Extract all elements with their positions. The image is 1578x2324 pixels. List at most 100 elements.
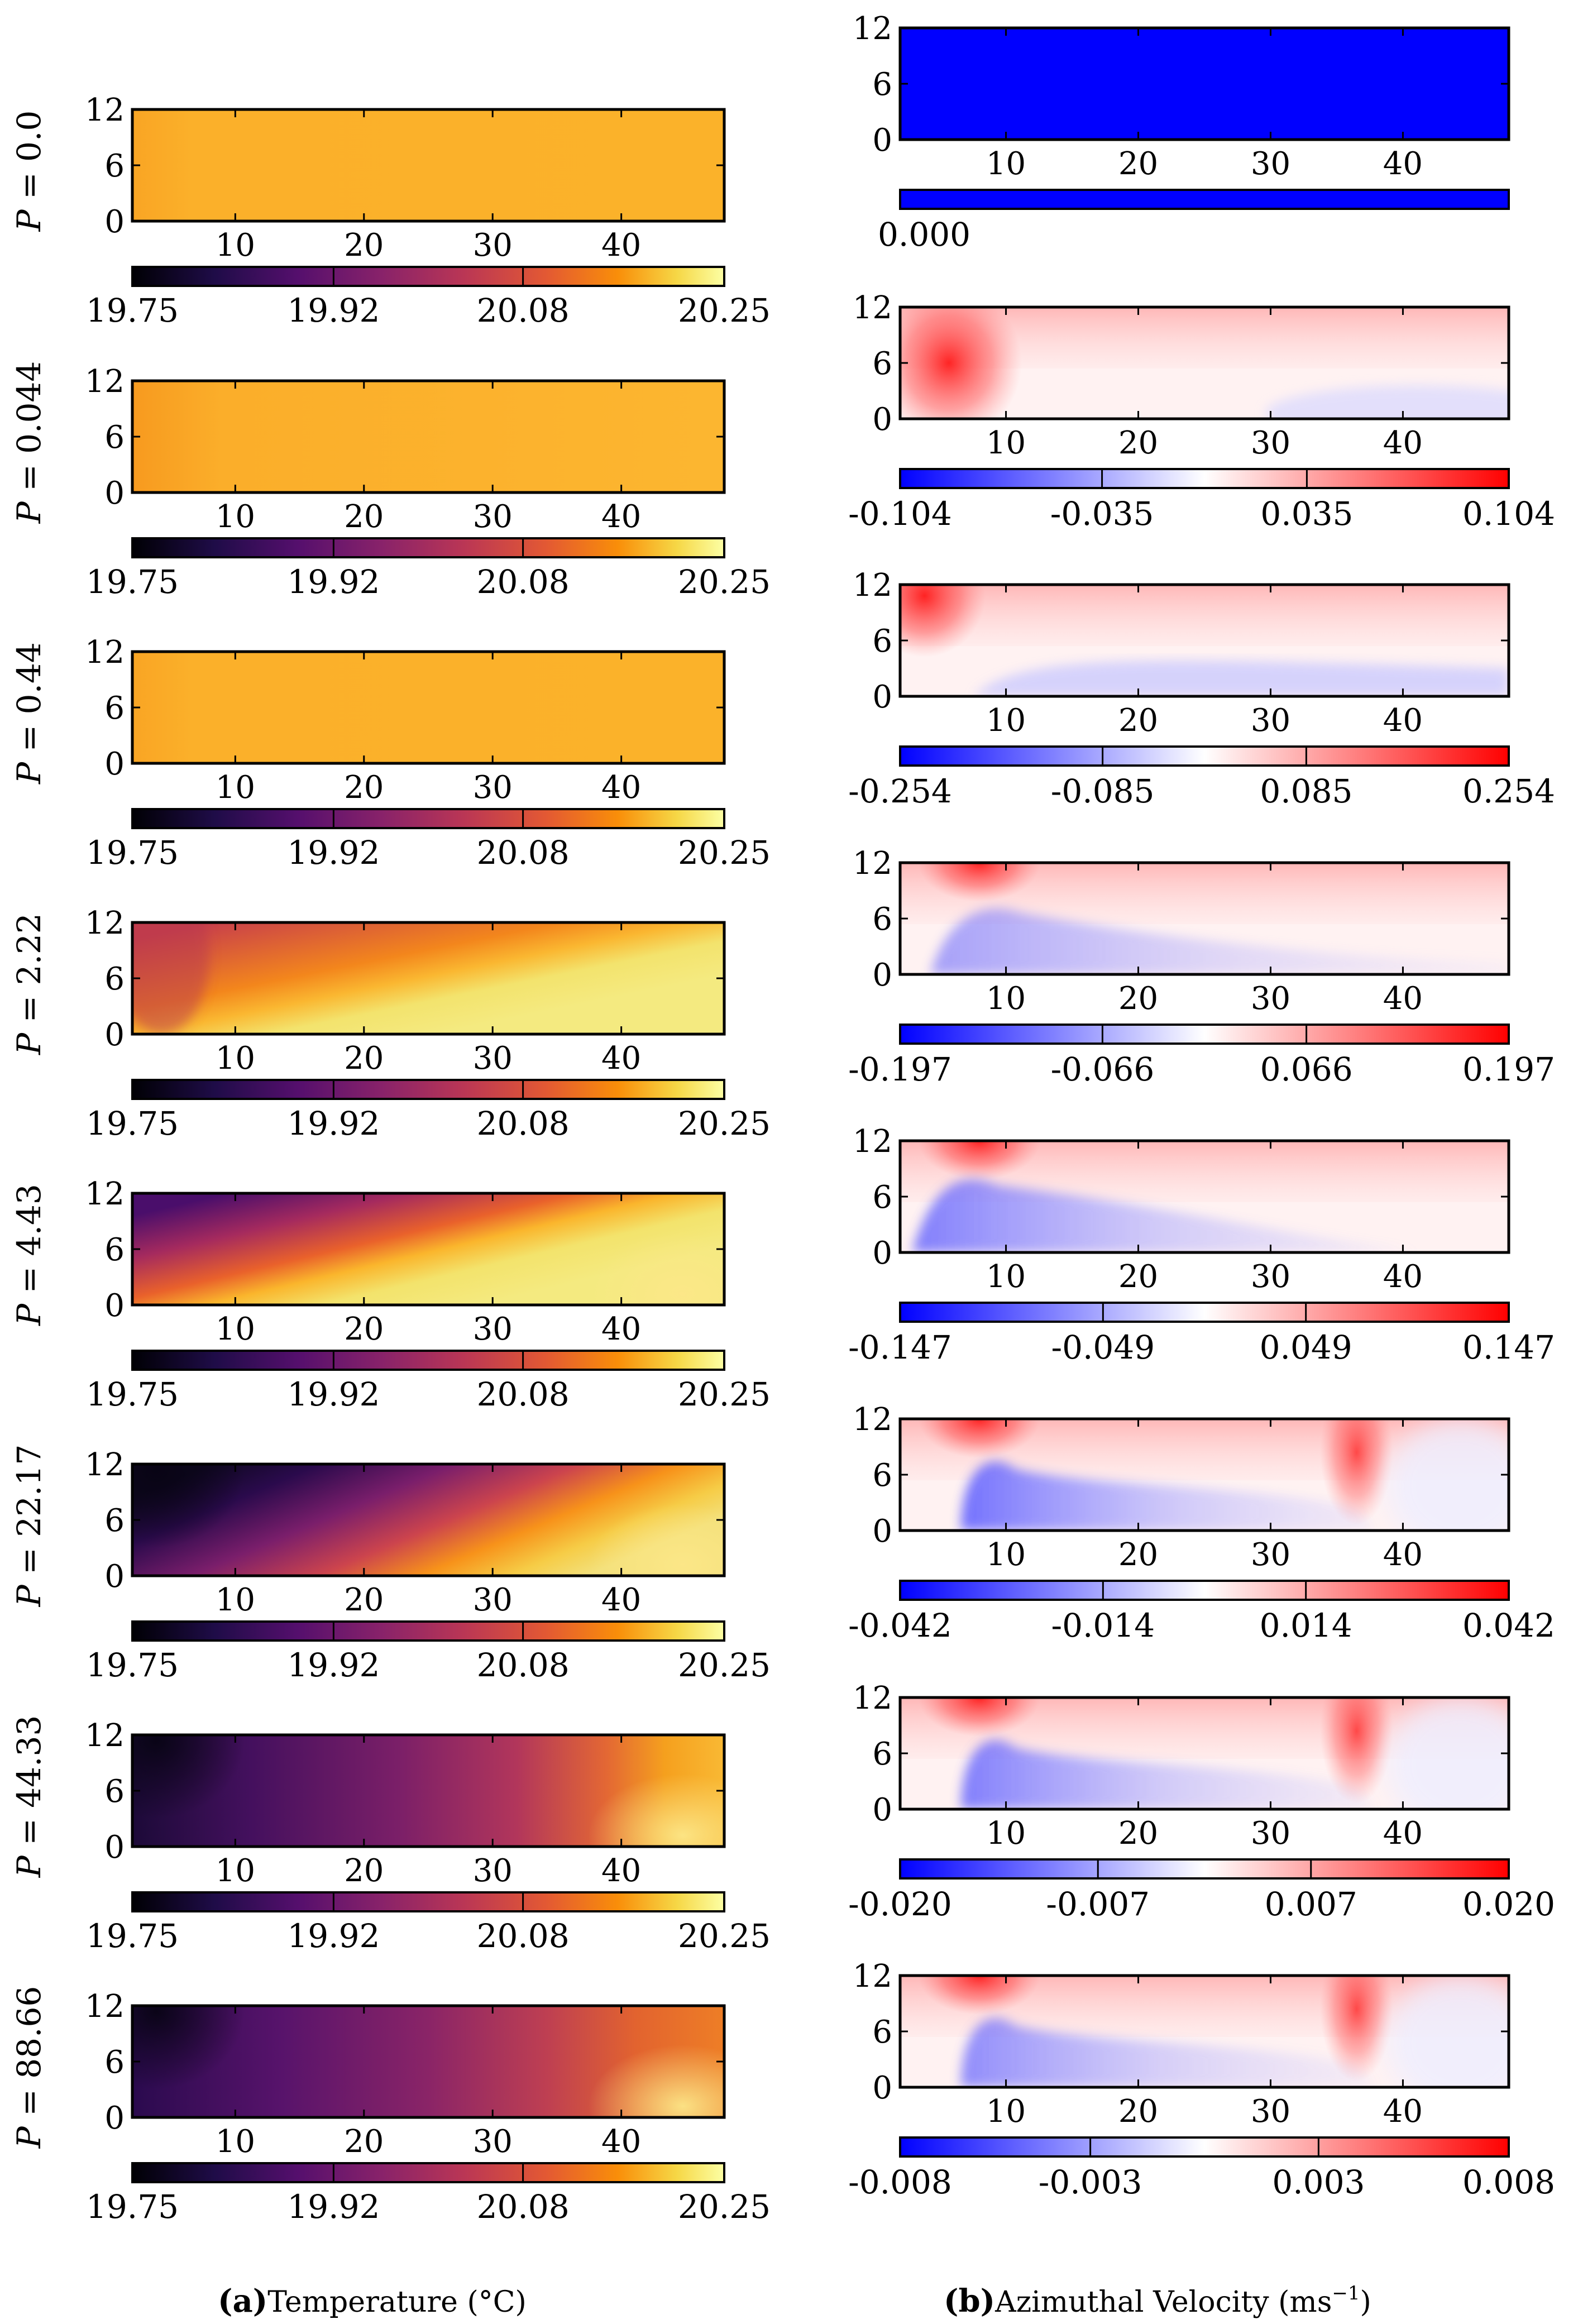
velocity-colorbar bbox=[899, 1580, 1510, 1601]
velocity-red-core bbox=[918, 1141, 1040, 1180]
x-tick-label: 10 bbox=[216, 769, 255, 806]
caption-b-letter: (b) bbox=[944, 2283, 995, 2320]
temperature-colorbar-tick-label: 20.25 bbox=[678, 834, 771, 872]
y-tick-label: 12 bbox=[853, 1958, 892, 1995]
velocity-colorbar-tick-label: 0.104 bbox=[1462, 495, 1555, 533]
velocity-field-fill bbox=[900, 28, 1509, 140]
x-tick-label: 40 bbox=[1383, 702, 1423, 739]
y-tick-label: 0 bbox=[104, 475, 125, 511]
x-tick-label: 20 bbox=[1118, 702, 1158, 739]
temperature-colorbar-tick-label: 19.75 bbox=[86, 1104, 179, 1142]
temperature-colorbar bbox=[131, 1891, 725, 1912]
velocity-red-layer bbox=[900, 585, 1509, 646]
caption-a-text: Temperature (°C) bbox=[267, 2285, 527, 2319]
velocity-red-core bbox=[900, 307, 1022, 419]
y-tick-label: 12 bbox=[85, 92, 125, 128]
velocity-field bbox=[900, 1419, 1509, 1531]
velocity-blue-band bbox=[1387, 1697, 1509, 1809]
x-tick-label: 30 bbox=[1251, 2093, 1290, 2130]
x-tick-label: 10 bbox=[216, 1582, 255, 1618]
velocity-panel: 0 6 12 10 20 30 40 -0.147 -0.049 0.049 0.147 bbox=[848, 1123, 1555, 1366]
y-tick-label: 6 bbox=[872, 1736, 892, 1772]
velocity-colorbar-tick-label: 0.008 bbox=[1462, 2163, 1555, 2201]
y-tick-label: 6 bbox=[104, 961, 125, 997]
temperature-colorbar-tick-label: 19.75 bbox=[86, 1375, 179, 1413]
x-tick-label: 30 bbox=[1251, 981, 1290, 1017]
velocity-field bbox=[900, 28, 1509, 140]
temperature-field bbox=[132, 1464, 724, 1576]
y-tick-label: 0 bbox=[104, 1288, 125, 1324]
velocity-blue-band bbox=[973, 660, 1509, 696]
x-tick-label: 20 bbox=[1118, 1259, 1158, 1295]
x-tick-label: 10 bbox=[986, 702, 1026, 739]
temperature-colorbar-tick-label: 20.08 bbox=[477, 291, 570, 329]
y-tick-label: 0 bbox=[872, 957, 892, 993]
velocity-colorbar-tick-label: -0.104 bbox=[848, 495, 952, 533]
x-tick-label: 20 bbox=[344, 2124, 384, 2160]
x-tick-label: 30 bbox=[1251, 1815, 1290, 1852]
x-tick-label: 30 bbox=[1251, 146, 1290, 182]
caption-b-sup: −1 bbox=[1332, 2282, 1360, 2304]
velocity-colorbar-tick-label: 0.035 bbox=[1260, 495, 1353, 533]
temperature-colorbar-tick-label: 20.25 bbox=[678, 563, 771, 601]
y-tick-label: 0 bbox=[104, 1829, 125, 1866]
velocity-colorbar-tick-label: 0.066 bbox=[1260, 1050, 1353, 1088]
velocity-panel: 0 6 12 10 20 30 40 -0.197 -0.066 0.066 0.197 bbox=[848, 845, 1555, 1088]
velocity-colorbar-tick-label: 0.003 bbox=[1272, 2163, 1365, 2201]
y-tick-label: 6 bbox=[104, 148, 125, 184]
temperature-field-fill bbox=[132, 381, 724, 492]
velocity-colorbar-tick-label: -0.042 bbox=[848, 1606, 952, 1644]
temperature-colorbar-tick-label: 20.25 bbox=[678, 291, 771, 329]
velocity-blue-band bbox=[1387, 1976, 1509, 2087]
velocity-colorbar bbox=[899, 189, 1510, 210]
velocity-field bbox=[900, 1141, 1509, 1252]
temperature-hot-region bbox=[588, 1503, 724, 1576]
velocity-panel: 0 6 12 10 20 30 40 -0.254 -0.085 0.085 0.254 bbox=[848, 567, 1555, 810]
temperature-colorbar-tick-label: 19.75 bbox=[86, 1917, 179, 1955]
x-tick-label: 30 bbox=[1251, 1259, 1290, 1295]
temperature-field bbox=[132, 652, 724, 763]
x-tick-label: 30 bbox=[473, 499, 513, 535]
temperature-cold-region bbox=[132, 1735, 245, 1819]
row-label: P = 88.66 bbox=[10, 1986, 48, 2149]
velocity-field bbox=[900, 307, 1509, 419]
temperature-panel: 0 6 12 10 20 30 40 P = 0.0 19.75 19.92 20.08 20.25 bbox=[10, 92, 771, 329]
temperature-panel: 0 6 12 10 20 30 40 P = 0.44 19.75 19.92 20.08 20.25 bbox=[10, 634, 771, 872]
x-tick-label: 20 bbox=[1118, 1537, 1158, 1573]
y-tick-label: 6 bbox=[104, 419, 125, 456]
y-tick-label: 6 bbox=[104, 690, 125, 726]
temperature-field bbox=[132, 381, 724, 492]
velocity-colorbar-tick-label: -0.147 bbox=[848, 1328, 952, 1366]
row-label-value: = 0.0 bbox=[10, 111, 48, 210]
row-label-value: = 88.66 bbox=[10, 1986, 48, 2127]
velocity-panel: 0 6 12 10 20 30 40 -0.104 -0.035 0.035 0.104 bbox=[848, 290, 1555, 533]
y-tick-label: 12 bbox=[853, 845, 892, 882]
y-tick-label: 12 bbox=[85, 1718, 125, 1754]
row-label-p: P bbox=[10, 1855, 48, 1878]
velocity-colorbar bbox=[899, 745, 1510, 767]
row-label: P = 0.44 bbox=[10, 642, 48, 785]
y-tick-label: 12 bbox=[853, 11, 892, 47]
velocity-red-core bbox=[900, 585, 986, 657]
row-label: P = 0.044 bbox=[10, 361, 48, 524]
velocity-colorbar-tick-label: -0.085 bbox=[1051, 772, 1155, 810]
x-tick-label: 30 bbox=[1251, 425, 1290, 461]
x-tick-label: 30 bbox=[1251, 702, 1290, 739]
x-tick-label: 10 bbox=[986, 1815, 1026, 1852]
row-label-value: = 4.43 bbox=[10, 1184, 48, 1304]
velocity-blue-band bbox=[961, 1740, 1375, 1809]
x-tick-label: 40 bbox=[601, 1311, 641, 1347]
row-label: P = 4.43 bbox=[10, 1184, 48, 1326]
row-label: P = 44.33 bbox=[10, 1715, 48, 1878]
temperature-cool-region bbox=[132, 922, 209, 1034]
caption-b: (b)Azimuthal Velocity (ms−1) bbox=[944, 2282, 1371, 2320]
temperature-colorbar-tick-label: 20.08 bbox=[477, 1375, 570, 1413]
x-tick-label: 20 bbox=[1118, 2093, 1158, 2130]
x-tick-label: 40 bbox=[1383, 1815, 1423, 1852]
y-tick-label: 12 bbox=[85, 634, 125, 671]
x-tick-label: 30 bbox=[473, 227, 513, 264]
x-tick-label: 10 bbox=[986, 1259, 1026, 1295]
temperature-field bbox=[132, 109, 724, 221]
temperature-colorbar-tick-label: 19.92 bbox=[287, 2188, 380, 2226]
velocity-blue-band bbox=[1387, 1419, 1509, 1531]
